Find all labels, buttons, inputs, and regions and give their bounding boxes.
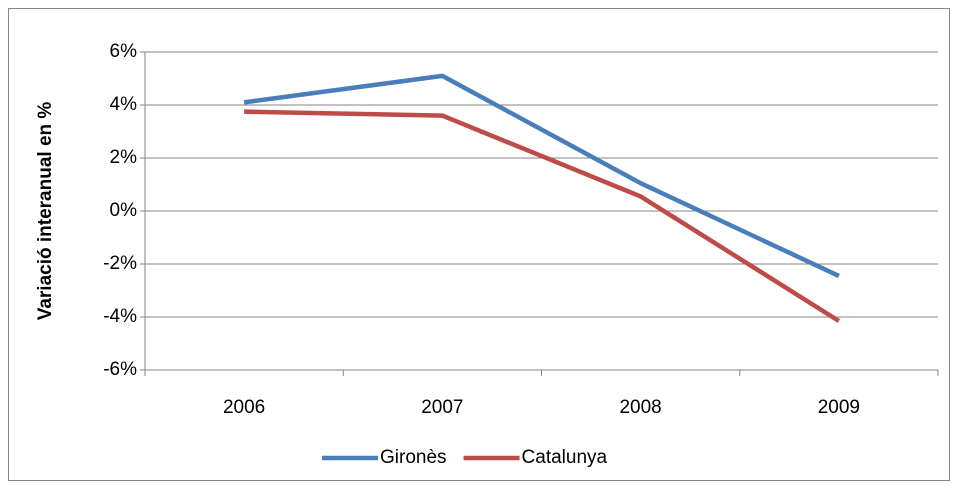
x-tick-label: 2006 [223,397,265,418]
y-axis-label: Variació interanual en % [35,102,56,321]
x-tick-label: 2007 [421,397,463,418]
y-tick-label: 4% [110,94,138,115]
chart-frame [8,8,950,481]
x-tick-label: 2008 [619,397,661,418]
legend-label: Gironès [380,447,447,468]
y-tick-label: -2% [103,253,137,274]
y-tick-label: -4% [103,306,137,327]
y-tick-label: 0% [110,200,138,221]
data-line [243,73,840,278]
x-tick-label: 2009 [818,397,860,418]
data-line [244,109,841,323]
y-tick-label: -6% [103,359,137,380]
y-tick-label: 6% [110,41,138,62]
legend-label: Catalunya [522,447,608,468]
y-tick-label: 2% [110,147,138,168]
